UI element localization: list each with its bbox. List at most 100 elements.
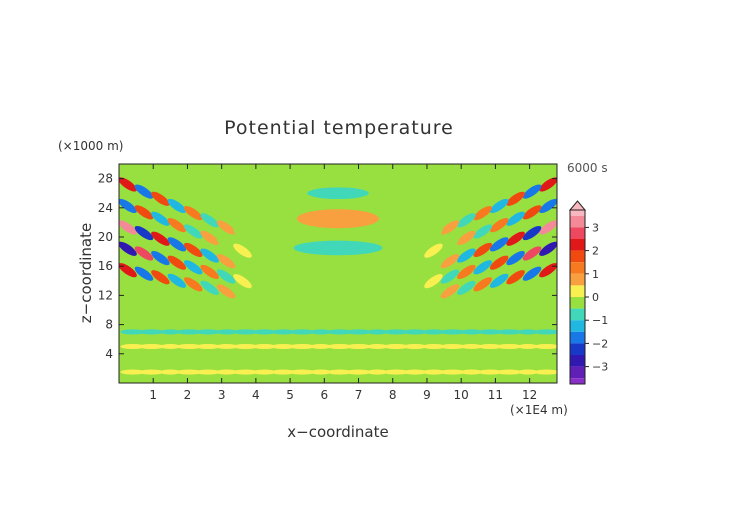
heatmap-wave-cell — [457, 213, 476, 228]
colorbar-swatch — [570, 378, 585, 384]
colorbar-swatch — [570, 285, 585, 297]
heatmap-band-cell — [160, 343, 181, 350]
heatmap-wave-cell — [119, 241, 137, 256]
y-axis: 4 8 12 16 20 24 28 — [98, 172, 557, 361]
heatmap-band-cell — [402, 343, 427, 350]
heatmap-field — [119, 164, 557, 383]
plot-frame — [118, 163, 558, 384]
colorbar-swatch — [570, 273, 585, 286]
heatmap-wave-cell — [119, 220, 137, 235]
heatmap-wave-cell — [233, 227, 252, 242]
x-tick-label: 5 — [286, 388, 294, 402]
heatmap-wave-cell — [167, 273, 187, 288]
heatmap-band-cell — [366, 369, 389, 375]
heatmap-wave-cell — [440, 284, 460, 299]
heatmap-wave-cell — [216, 284, 236, 299]
y-tick-label: 20 — [98, 230, 113, 244]
heatmap-wave-cell — [216, 237, 236, 252]
heatmap-band-cell — [160, 369, 181, 375]
heatmap-wave-cell — [457, 230, 476, 245]
y-tick-label: 12 — [98, 288, 113, 302]
heatmap-band-cell — [195, 343, 221, 350]
heatmap-band-cell — [271, 329, 296, 335]
heatmap-band-cell — [176, 369, 202, 375]
heatmap-wave-cell — [440, 237, 460, 252]
heatmap-band-cell — [345, 343, 372, 350]
colorbar-tick-label: −3 — [592, 361, 608, 374]
heatmap-wave-cell — [167, 255, 187, 270]
heatmap-wave-cell — [151, 211, 170, 226]
heatmap-band-cell — [402, 329, 427, 335]
heatmap-wave-cell — [473, 224, 493, 239]
y-tick-label: 16 — [98, 259, 113, 273]
time-label: 6000 s — [567, 161, 608, 175]
heatmap-wave-cell — [183, 242, 203, 258]
heatmap-wave-cell — [183, 260, 203, 275]
heatmap-wave-cell — [522, 205, 542, 220]
heatmap-wave-cell — [183, 206, 203, 221]
heatmap-band-cell — [366, 343, 389, 350]
heatmap-band-cell — [383, 343, 410, 350]
x-tick-label: 7 — [355, 388, 363, 402]
colorbar-swatch — [570, 215, 585, 228]
heatmap-band-cell — [366, 329, 389, 335]
colorbar: 3 2 1 0 −1 −2 −3 — [568, 200, 608, 385]
heatmap-band-cell — [252, 369, 277, 375]
heatmap-wave-cell — [424, 259, 443, 274]
heatmap-wave-cell — [506, 250, 525, 266]
heatmap-wave-cell — [489, 255, 509, 270]
heatmap-wave-cell — [489, 198, 509, 214]
x-tick-label: 3 — [218, 388, 226, 402]
heatmap-wave-cell — [522, 184, 542, 199]
x-tick-label: 11 — [488, 388, 503, 402]
chart-title: Potential temperature — [224, 117, 454, 139]
heatmap-band-cell — [310, 329, 332, 335]
heatmap-wave-cell — [424, 274, 443, 289]
x-tick-label: 12 — [522, 388, 537, 402]
y-unit-label: (×1000 m) — [58, 139, 123, 153]
heatmap-wave-cell — [233, 243, 252, 258]
heatmap-wave-cell — [506, 191, 525, 206]
heatmap-wave-cell — [119, 198, 137, 214]
colorbar-swatch — [570, 343, 585, 355]
heatmap-band-cell — [345, 369, 372, 375]
heatmap-band-cell — [289, 369, 315, 375]
heatmap-band-cell — [422, 329, 446, 335]
heatmap-wave-cell — [134, 246, 154, 261]
heatmap-wave-cell — [183, 224, 203, 239]
colorbar-swatch — [570, 210, 585, 216]
heatmap-wave-cell — [473, 277, 493, 292]
heatmap-band-cell — [310, 369, 332, 375]
x-tick-label: 8 — [389, 388, 397, 402]
heatmap-band-cell — [478, 343, 503, 350]
x-tick-label: 9 — [423, 388, 431, 402]
heatmap-band-cell — [496, 369, 522, 375]
heatmap-band-cell — [422, 369, 446, 375]
colorbar-tick-label: 2 — [592, 245, 599, 258]
heatmap-wave-cell — [151, 250, 170, 266]
heatmap-wave-cell — [457, 248, 476, 263]
heatmap-wave-cell — [522, 246, 542, 261]
heatmap-band-cell — [252, 329, 277, 335]
heatmap-band-cell — [517, 369, 539, 375]
colorbar-swatch — [570, 297, 585, 309]
heatmap-band-cell — [496, 329, 522, 335]
heatmap-band-cell — [215, 369, 238, 375]
heatmap-wave-cell — [134, 205, 154, 220]
heatmap-band-cell — [232, 369, 259, 375]
colorbar-swatch — [570, 239, 585, 251]
heatmap-lobe — [296, 209, 380, 229]
heatmap-band-cell — [383, 369, 410, 375]
heatmap-band-cell — [439, 369, 466, 375]
heatmap-wave-cell — [539, 198, 557, 214]
heatmap-wave-cell — [134, 266, 154, 281]
heatmap-wave-cell — [440, 254, 460, 269]
y-tick-label: 4 — [105, 347, 113, 361]
heatmap-band-cell — [289, 329, 315, 335]
heatmap-wave-cell — [200, 248, 219, 263]
heatmap-wave-cell — [424, 227, 443, 242]
heatmap-band-cell — [327, 343, 353, 350]
heatmap-band-cell — [271, 343, 296, 350]
heatmap-wave-cell — [151, 191, 170, 206]
heatmap-wave-cell — [216, 269, 236, 284]
